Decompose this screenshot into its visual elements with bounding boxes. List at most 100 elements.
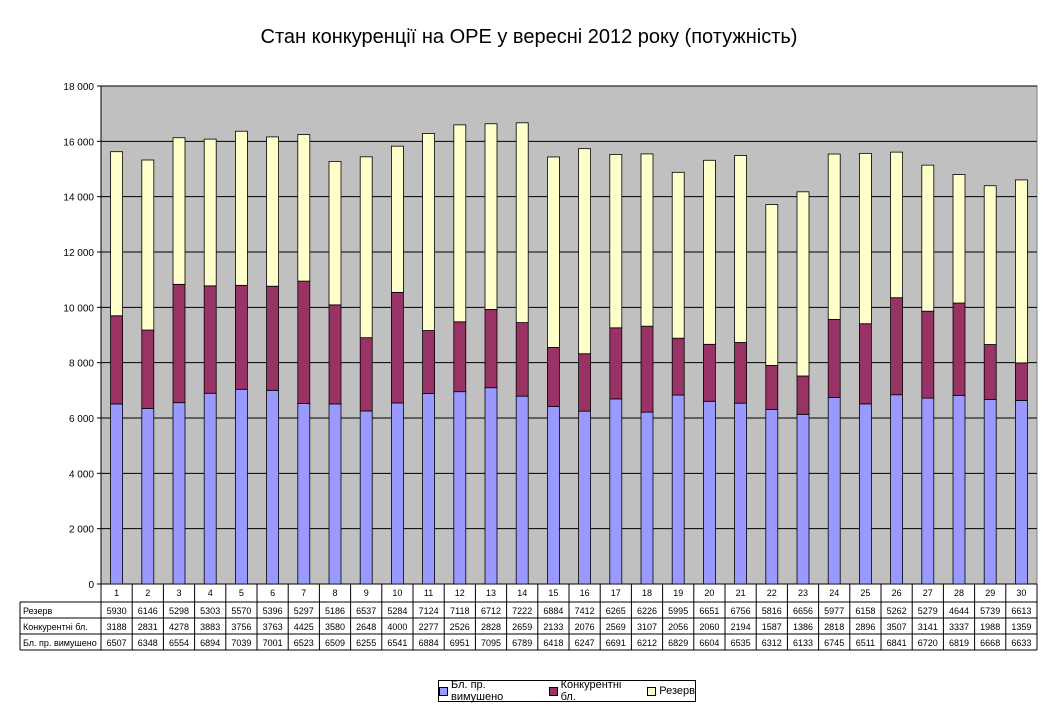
bar-forced: [765, 408, 779, 585]
bar-forced: [734, 402, 747, 585]
bar-forced: [203, 392, 217, 585]
bar-forced: [328, 403, 342, 585]
table-cell: 6509: [325, 638, 345, 648]
bar-competitive: [827, 319, 841, 398]
bar-forced: [484, 387, 498, 585]
bar-forced: [859, 403, 872, 585]
bar-competitive: [671, 337, 685, 396]
table-cell: 6226: [637, 606, 657, 616]
bar-forced: [671, 394, 685, 585]
x-tick-label: 21: [736, 588, 746, 598]
table-cell: 6537: [356, 606, 376, 616]
bars: [110, 122, 1028, 585]
bar-competitive: [297, 280, 311, 404]
bar-reserve: [515, 122, 529, 324]
table-cell: 3141: [918, 622, 938, 632]
bar-reserve: [359, 156, 373, 339]
table-cell: 2659: [512, 622, 532, 632]
bar-reserve: [609, 154, 623, 329]
bar-reserve: [172, 137, 186, 285]
bar-reserve: [297, 134, 311, 282]
bar-forced: [359, 410, 373, 585]
table-cell: 3507: [887, 622, 907, 632]
table-cell: 4644: [949, 606, 969, 616]
bar-reserve: [266, 136, 280, 287]
table-cell: 1386: [793, 622, 813, 632]
table-cell: 6133: [793, 638, 813, 648]
bar-competitive: [703, 343, 716, 402]
bar-competitive: [952, 302, 966, 396]
bar-reserve: [983, 185, 997, 345]
table-cell: 5977: [824, 606, 844, 616]
table-cell: 4425: [294, 622, 314, 632]
bar-reserve: [547, 156, 560, 348]
bar-forced: [110, 403, 123, 585]
table-cell: 5739: [980, 606, 1000, 616]
table-cell: 2569: [606, 622, 626, 632]
bar-competitive: [328, 304, 342, 405]
x-tick-label: 28: [954, 588, 964, 598]
bar-competitive: [734, 342, 747, 404]
x-tick-label: 12: [455, 588, 465, 598]
x-tick-label: 8: [332, 588, 337, 598]
bar-forced: [547, 406, 560, 585]
table-cell: 3188: [107, 622, 127, 632]
table-cell: 6255: [356, 638, 376, 648]
table-cell: 5930: [107, 606, 127, 616]
table-cell: 3756: [231, 622, 251, 632]
bar-forced: [266, 389, 280, 585]
table-row-label: Резерв: [23, 606, 52, 616]
bar-forced: [515, 395, 529, 585]
x-tick-label: 25: [860, 588, 870, 598]
table-cell: 6265: [606, 606, 626, 616]
table-cell: 4278: [169, 622, 189, 632]
table-cell: 6418: [543, 638, 563, 648]
x-tick-label: 15: [548, 588, 558, 598]
y-tick-label: 12 000: [63, 248, 94, 259]
bar-reserve: [141, 159, 155, 331]
legend-item-reserve: Резерв: [647, 685, 695, 697]
table-cell: 2060: [699, 622, 719, 632]
bar-reserve: [234, 130, 248, 286]
table-cell: 2133: [543, 622, 563, 632]
x-tick-label: 19: [673, 588, 683, 598]
y-tick-label: 4 000: [69, 469, 94, 480]
bar-competitive: [640, 325, 654, 413]
table-cell: 6651: [699, 606, 719, 616]
bar-reserve: [921, 164, 935, 312]
bar-competitive: [859, 323, 872, 405]
x-tick-label: 26: [892, 588, 902, 598]
bar-competitive: [983, 344, 997, 400]
bar-forced: [921, 397, 935, 585]
table-cell: 1988: [980, 622, 1000, 632]
legend-item-competitive: Конкурентні бл.: [548, 679, 640, 703]
table-cell: 2648: [356, 622, 376, 632]
bar-reserve: [390, 145, 404, 293]
table-cell: 6541: [387, 638, 407, 648]
y-tick-label: 16 000: [63, 137, 94, 148]
bar-competitive: [172, 283, 186, 404]
x-tick-label: 18: [642, 588, 652, 598]
table-cell: 7039: [231, 638, 251, 648]
x-tick-label: 3: [176, 588, 181, 598]
table-cell: 6535: [731, 638, 751, 648]
chart-title: Стан конкуренції на ОРЕ у вересні 2012 р…: [260, 26, 798, 48]
table-cell: 6951: [450, 638, 470, 648]
table-row-label: Бл. пр. вимушено: [23, 638, 97, 648]
bar-competitive: [890, 297, 903, 396]
bar-forced: [827, 396, 841, 585]
table-cell: 6819: [949, 638, 969, 648]
table-cell: 6554: [169, 638, 189, 648]
bar-competitive: [266, 285, 280, 391]
table-cell: 6158: [855, 606, 875, 616]
bar-competitive: [110, 315, 123, 405]
bar-forced: [952, 394, 966, 585]
table-cell: 2896: [855, 622, 875, 632]
table-cell: 3763: [263, 622, 283, 632]
bar-competitive: [484, 309, 498, 389]
table-cell: 2056: [668, 622, 688, 632]
bar-competitive: [547, 347, 560, 407]
y-tick-label: 14 000: [63, 193, 94, 204]
bar-forced: [297, 403, 311, 585]
